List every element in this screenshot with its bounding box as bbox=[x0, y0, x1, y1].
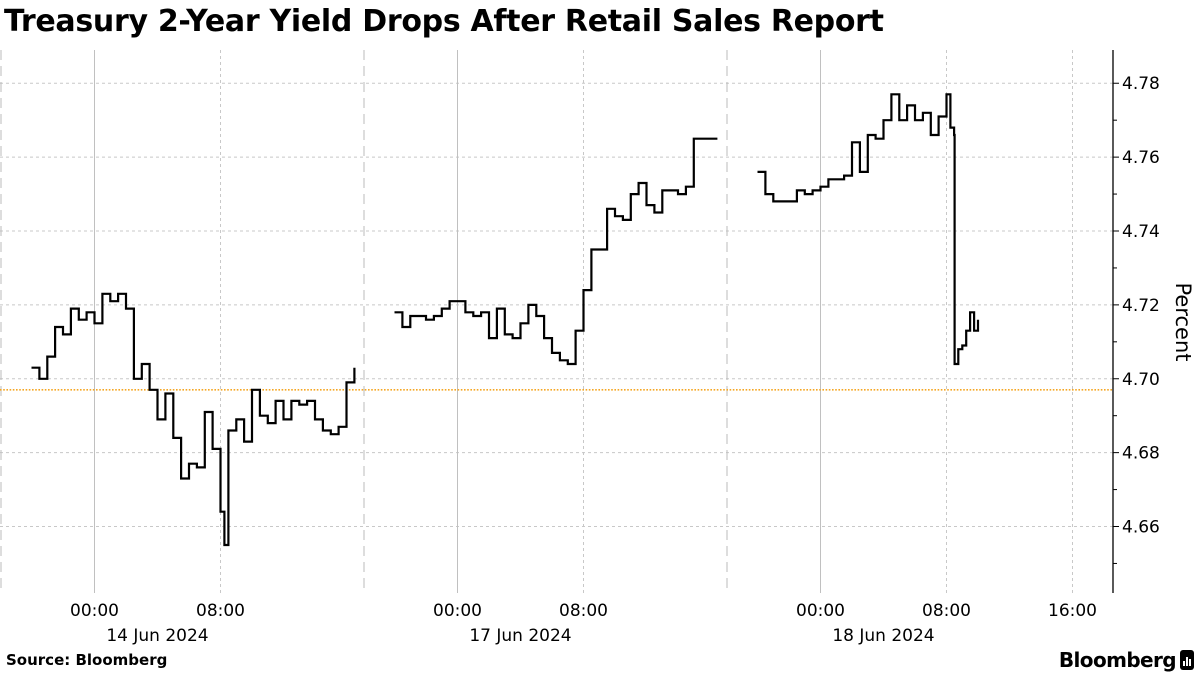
chart-title: Treasury 2-Year Yield Drops After Retail… bbox=[4, 4, 884, 39]
y-axis-label: Percent bbox=[1171, 282, 1195, 361]
x-tick-label: 00:00 bbox=[433, 601, 482, 621]
y-tick-label: 4.76 bbox=[1122, 148, 1160, 168]
x-date-label: 17 Jun 2024 bbox=[469, 626, 571, 646]
x-axis: 00:00 08:00 14 Jun 2024 00:00 08:00 17 Jun 20… bbox=[70, 601, 1097, 646]
brand-name: Bloomberg bbox=[1058, 648, 1177, 672]
y-tick-label: 4.70 bbox=[1122, 370, 1160, 390]
bloomberg-logo: Bloomberg bbox=[1059, 648, 1194, 672]
grid bbox=[0, 50, 1113, 593]
x-tick-label: 16:00 bbox=[1048, 601, 1097, 621]
source-note: Source: Bloomberg bbox=[6, 651, 168, 669]
yield-series-line bbox=[757, 93, 980, 366]
x-tick-label: 08:00 bbox=[559, 601, 608, 621]
x-tick-label: 08:00 bbox=[922, 601, 971, 621]
yield-series-line bbox=[394, 137, 718, 366]
x-tick-label: 00:00 bbox=[796, 601, 845, 621]
series-layer bbox=[31, 93, 980, 547]
y-tick-label: 4.66 bbox=[1122, 518, 1160, 538]
x-tick-label: 00:00 bbox=[70, 601, 119, 621]
y-tick-label: 4.74 bbox=[1122, 222, 1160, 242]
bloomberg-chart-icon bbox=[1180, 650, 1194, 670]
yield-series-line bbox=[31, 292, 356, 547]
x-tick-label: 08:00 bbox=[196, 601, 245, 621]
y-tick-label: 4.72 bbox=[1122, 296, 1160, 316]
x-date-label: 18 Jun 2024 bbox=[832, 626, 934, 646]
y-axis: 4.66 4.68 4.70 4.72 4.74 4.76 4.78 bbox=[1112, 50, 1160, 593]
y-tick-label: 4.68 bbox=[1122, 444, 1160, 464]
x-date-label: 14 Jun 2024 bbox=[106, 626, 208, 646]
y-tick-label: 4.78 bbox=[1122, 74, 1160, 94]
